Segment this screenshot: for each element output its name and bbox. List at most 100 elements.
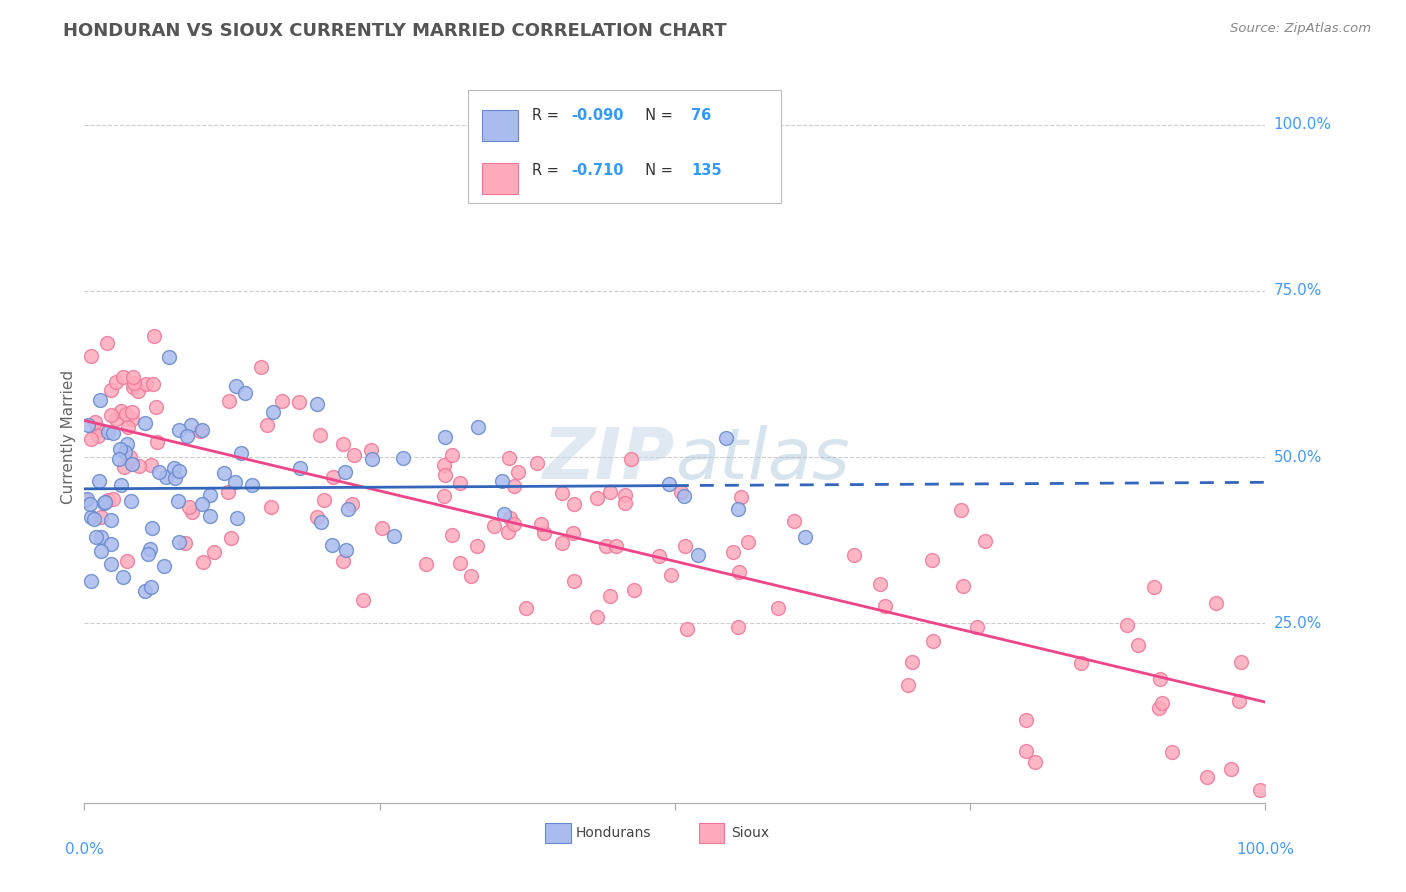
Point [727,502,749,516]
Point [260,500,283,515]
Point [124,376,146,390]
Point [225,379,247,393]
Point [620,451,643,466]
Point [117,420,139,434]
Point [686,548,709,562]
Point [659,568,682,582]
Point [562,574,585,589]
Point [100,513,122,527]
Point [93,495,115,509]
Point [714,431,737,445]
Point [432,489,454,503]
Point [676,622,699,636]
Point [434,430,457,444]
Point [90,509,112,524]
Bar [699,822,724,843]
Point [107,452,129,467]
Point [83,512,105,526]
Point [564,496,586,510]
Point [153,559,176,574]
Text: atlas: atlas [675,425,849,493]
Point [561,525,583,540]
Point [100,557,122,571]
Point [648,549,671,563]
Point [1205,596,1227,610]
Point [242,478,264,492]
Point [128,458,150,473]
Point [343,448,366,462]
Point [120,494,142,508]
Point [360,452,382,467]
Point [311,516,333,530]
Point [79,510,101,524]
Point [1230,656,1253,670]
Point [950,503,973,517]
Point [121,412,143,426]
Point [231,446,253,460]
Point [415,557,437,571]
Point [728,566,751,580]
Point [288,461,311,475]
Point [83,415,105,429]
Point [141,520,163,534]
Point [1227,693,1250,707]
Point [217,484,239,499]
Point [226,510,249,524]
Point [157,350,180,364]
Point [332,554,354,568]
Text: 100.0%: 100.0% [1236,842,1295,856]
Point [155,470,177,484]
Point [90,530,112,544]
Point [605,539,627,553]
Point [80,432,103,446]
Text: R =: R = [531,162,564,178]
Point [86,423,108,437]
Point [256,418,278,433]
Text: 75.0%: 75.0% [1274,284,1322,298]
Point [136,547,159,561]
Point [465,539,488,553]
Point [115,407,138,421]
Point [974,533,997,548]
Point [321,538,343,552]
Point [100,537,122,551]
Point [382,529,405,543]
Y-axis label: Currently Married: Currently Married [60,370,76,504]
Point [287,395,309,409]
Text: Hondurans: Hondurans [575,826,651,839]
Point [105,376,128,390]
Point [112,570,135,584]
Point [114,445,136,459]
Point [658,477,681,491]
Point [188,424,211,438]
Point [86,530,108,544]
Point [191,423,214,437]
Point [526,456,548,470]
Point [262,405,284,419]
Point [614,487,637,501]
Point [332,437,354,451]
Point [1015,744,1038,758]
Point [502,479,524,493]
Point [176,429,198,443]
Point [392,450,415,465]
Point [202,544,225,558]
Point [179,500,201,514]
Point [599,484,621,499]
Point [342,497,364,511]
Point [533,525,555,540]
Point [1149,672,1171,686]
Point [352,593,374,607]
Point [122,369,145,384]
Point [90,544,112,558]
Bar [546,822,571,843]
Point [599,589,621,603]
Point [218,393,240,408]
Point [270,393,292,408]
Point [585,610,607,624]
Bar [482,110,517,141]
Point [80,574,103,589]
Point [110,404,132,418]
Point [97,492,120,507]
Point [508,465,530,479]
